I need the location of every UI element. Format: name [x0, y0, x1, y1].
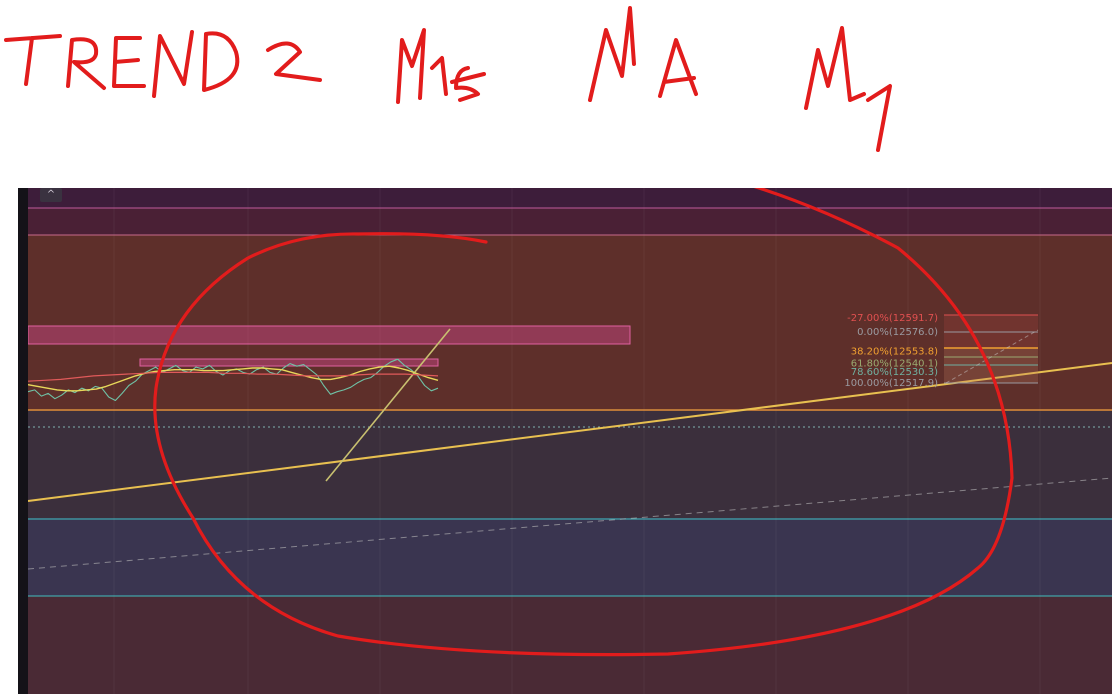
- price-chart[interactable]: -27.00%(12591.7) 0.00%(12576.0) 38.20%(125…: [18, 188, 1112, 694]
- handwriting-R: [66, 37, 106, 90]
- handwriting-N: [152, 30, 194, 98]
- series-line-3: [27, 371, 439, 382]
- handwritten-annotation: [4, 6, 892, 152]
- handwriting-M1: [804, 26, 892, 152]
- supply-zone-2: [139, 358, 439, 367]
- fib-level-label: 0.00%(12576.0): [857, 327, 938, 338]
- short-trendline: [325, 328, 451, 482]
- fib-level-label: 38.20%(12553.8): [851, 346, 938, 357]
- handwriting-E: [112, 36, 146, 88]
- dashed-channel-line: [27, 477, 1112, 570]
- ascending-trendline: [27, 362, 1112, 502]
- supply-zone-1: [27, 325, 631, 345]
- fib-level-label: 78.60%(12530.3): [851, 367, 938, 378]
- handwriting-T: [4, 34, 62, 86]
- fib-level-label: -27.00%(12591.7): [847, 313, 938, 324]
- chart-panel[interactable]: -27.00%(12591.7) 0.00%(12576.0) 38.20%(125…: [18, 188, 1112, 694]
- collapse-button[interactable]: ^: [40, 188, 62, 202]
- handwriting-2: [266, 41, 322, 82]
- handwriting-D: [202, 31, 240, 92]
- fib-level-label: 61.80%(12540.1): [851, 359, 938, 370]
- series-line-2: [27, 365, 439, 392]
- chart-left-bar: [18, 188, 28, 694]
- handwriting-MA: [588, 6, 698, 102]
- handwriting-M15: [396, 28, 486, 104]
- hand-drawn-circle: [153, 188, 1014, 657]
- fib-level-label: 100.00%(12517.9): [844, 378, 938, 389]
